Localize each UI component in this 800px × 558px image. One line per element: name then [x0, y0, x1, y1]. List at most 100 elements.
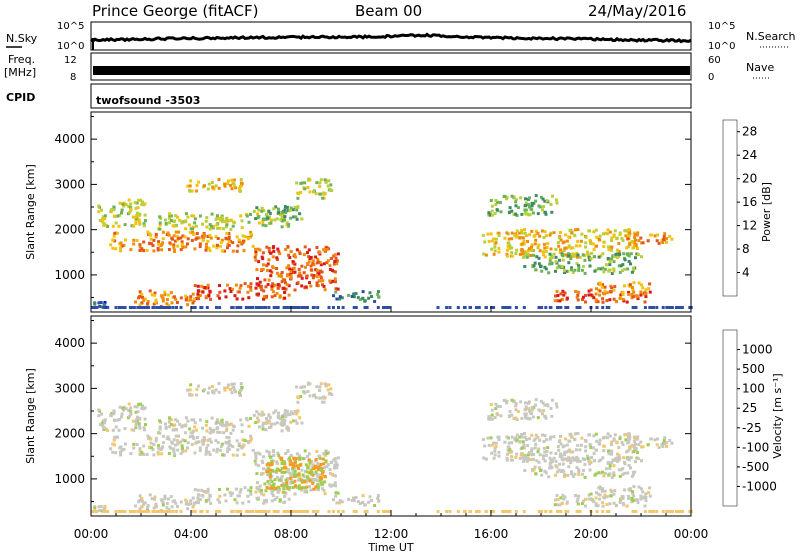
velocity-cell — [191, 434, 195, 438]
velocity-cell — [587, 459, 591, 463]
power-cell — [120, 211, 123, 215]
power-cell — [191, 225, 195, 229]
velocity-cell — [196, 493, 200, 497]
velocity-cell — [161, 434, 165, 438]
velocity-cell — [323, 474, 327, 478]
velocity-cell — [209, 501, 213, 505]
power-cell — [117, 224, 121, 228]
power-cell — [267, 278, 271, 282]
velocity-cell — [622, 503, 626, 507]
power-cell — [558, 299, 562, 303]
power-cell — [576, 228, 580, 231]
velocity-cell — [627, 494, 631, 498]
power-cell — [184, 298, 188, 302]
power-cell — [260, 288, 264, 292]
velocity-cell — [277, 453, 281, 457]
power-cell — [610, 286, 614, 290]
velocity-cell — [524, 405, 528, 409]
power-cell — [536, 212, 540, 216]
power-cell — [326, 184, 330, 188]
power-cell — [648, 282, 652, 286]
velocity-cell — [678, 510, 682, 513]
power-cell — [189, 295, 193, 299]
power-cell — [527, 196, 531, 200]
power-cell — [198, 242, 202, 246]
power-cell — [254, 217, 258, 221]
power-cell — [599, 283, 602, 287]
power-cell — [335, 262, 339, 266]
velocity-cell — [494, 407, 498, 410]
velocity-cell — [283, 465, 287, 469]
power-cell — [627, 290, 631, 294]
power-cell — [588, 229, 591, 233]
power-cell — [247, 296, 251, 300]
velocity-cell — [214, 388, 218, 392]
power-cell — [617, 264, 621, 268]
velocity-cell — [229, 431, 233, 435]
velocity-cell — [249, 489, 253, 493]
velocity-cell — [621, 467, 625, 471]
velocity-cell — [212, 428, 216, 432]
velocity-cell — [230, 510, 234, 513]
power-cell — [232, 182, 236, 186]
velocity-cell — [584, 504, 587, 508]
velocity-cell — [602, 474, 606, 478]
power-cell — [123, 306, 127, 309]
velocity-ylabel: Slant Range [km] — [24, 368, 37, 464]
velocity-cell — [140, 406, 144, 410]
power-cell — [661, 306, 665, 309]
velocity-cell — [160, 499, 164, 503]
velocity-cell — [138, 447, 142, 451]
velocity-cell — [262, 467, 265, 471]
power-cell — [205, 242, 208, 246]
velocity-cell — [135, 415, 139, 419]
power-cell — [270, 295, 274, 299]
velocity-cell — [341, 510, 345, 513]
velocity-cell — [279, 456, 283, 460]
velocity-cell — [618, 435, 622, 439]
velocity-cell — [560, 502, 564, 505]
velocity-cell — [197, 501, 201, 505]
power-cell — [184, 227, 188, 231]
velocity-cell — [316, 510, 320, 513]
velocity-cell — [91, 510, 95, 513]
velocity-cell — [267, 414, 271, 418]
power-cell — [621, 263, 625, 267]
velocity-cell — [330, 460, 334, 464]
power-cell — [154, 300, 158, 304]
power-cell — [352, 295, 356, 299]
velocity-cell — [256, 451, 260, 455]
power-cell — [575, 262, 579, 266]
power-cell — [247, 306, 251, 309]
velocity-cell — [140, 451, 144, 455]
velocity-cell — [239, 393, 242, 397]
power-cell — [218, 284, 221, 287]
velocity-cell — [131, 419, 135, 423]
power-cell — [265, 213, 268, 216]
power-cell — [150, 242, 154, 246]
velocity-cell — [524, 408, 528, 412]
velocity-cell — [510, 435, 514, 439]
power-cell — [235, 249, 239, 253]
power-cell — [508, 306, 512, 309]
velocity-cell — [294, 419, 298, 423]
velocity-cell — [184, 416, 188, 420]
power-cell — [327, 306, 331, 309]
power-cell — [334, 256, 338, 260]
power-cell — [240, 219, 244, 223]
power-cell — [176, 215, 180, 219]
velocity-cell — [203, 388, 206, 392]
power-cell — [597, 237, 601, 241]
power-cell — [529, 254, 533, 257]
velocity-cell — [523, 414, 527, 418]
velocity-cell — [265, 468, 269, 472]
velocity-cell — [227, 441, 231, 445]
velocity-cell — [597, 441, 601, 445]
velocity-cell — [141, 404, 144, 408]
velocity-cell — [637, 443, 641, 447]
velocity-cell — [634, 460, 637, 464]
velocity-cell — [196, 488, 200, 492]
velocity-cell — [619, 468, 623, 472]
velocity-cell — [605, 503, 609, 507]
velocity-cell — [623, 488, 626, 492]
